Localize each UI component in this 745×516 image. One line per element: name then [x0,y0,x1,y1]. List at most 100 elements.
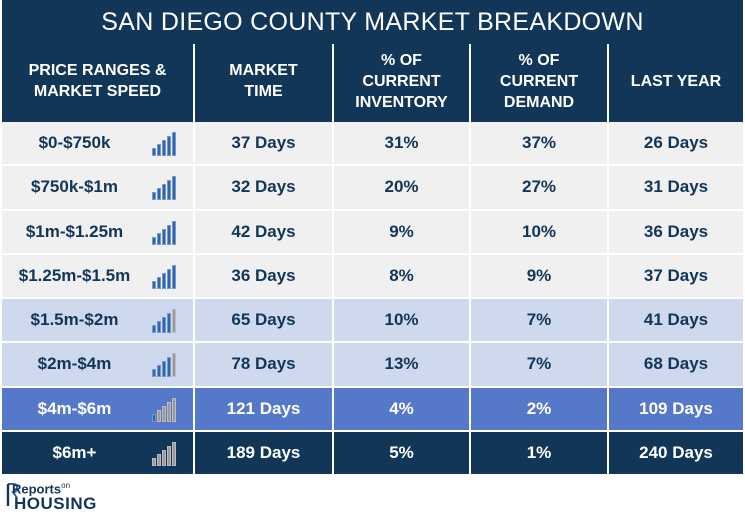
price-range-cell: $4m-$6m [2,387,195,430]
speed-bar [162,449,166,466]
header-market-time: MARKET TIME [195,44,334,122]
inventory-cell: 8% [334,254,471,297]
header-demand: % OF CURRENT DEMAND [471,44,609,122]
speed-bar [172,309,176,333]
speed-bar [152,325,156,333]
speed-bar [162,317,166,333]
market-time-cell: 36 Days [195,254,334,297]
demand-cell: 27% [471,166,609,209]
market-time-cell: 42 Days [195,210,334,253]
header-label: LAST YEAR [630,72,722,90]
table-row: $750k-$1m 32 Days 20% 27% 31 Days [2,166,743,211]
speed-bar [172,220,176,245]
inventory-cell: 10% [334,299,471,342]
speed-bar [157,276,161,289]
inventory-cell: 5% [334,431,471,474]
speed-bar [162,140,166,156]
market-speed-icon [152,264,176,289]
last-year-cell: 41 Days [643,310,709,330]
table-row: $0-$750k 37 Days 31% 37% 26 Days [2,122,743,167]
speed-bar [172,264,176,289]
header-label: % OF CURRENT INVENTORY [355,51,448,111]
header-label: PRICE RANGES & MARKET SPEED [28,62,167,100]
market-time-cell: 65 Days [195,299,334,342]
market-speed-icon [152,176,176,201]
market-time-cell: 32 Days [195,166,334,209]
market-time-cell: 121 Days [195,387,334,430]
logo-text-housing: HOUSING [14,494,97,513]
price-range-cell: $1m-$1.25m [2,210,195,253]
market-time-cell: 78 Days [195,343,334,386]
speed-bar [167,136,171,156]
speed-bar [157,453,161,466]
speed-bar [152,148,156,156]
price-range-cell: $6m+ [2,431,195,474]
market-speed-icon [152,220,176,245]
inventory-cell: 9% [334,210,471,253]
table-row: $1m-$1.25m 42 Days 9% 10% 36 Days [2,210,743,255]
table-row: $4m-$6m 121 Days 4% 2% 109 Days [2,387,743,432]
last-year-cell: 26 Days [643,133,709,153]
speed-bar [152,192,156,201]
last-year-cell: 36 Days [643,221,709,241]
speed-bar [162,405,166,422]
table-row: $6m+ 189 Days 5% 1% 240 Days [2,431,743,476]
logo-mark-icon [6,483,18,506]
inventory-cell: 20% [334,166,471,209]
speed-bar [167,357,171,378]
speed-bar [172,353,176,378]
price-range-label: $750k-$1m [31,177,118,197]
price-range-cell: $1.25m-$1.5m [2,254,195,297]
speed-bar [152,236,156,245]
price-range-cell: $750k-$1m [2,166,195,209]
speed-bar [152,280,156,289]
price-range-cell: $2m-$4m [2,343,195,386]
speed-bar [172,397,176,422]
demand-cell: 7% [471,343,609,386]
speed-bar [152,413,156,422]
speed-bar [157,365,161,378]
price-range-label: $4m-$6m [37,398,112,418]
price-range-label: $0-$750k [38,133,111,153]
last-year-cell: 109 Days [639,398,713,418]
market-speed-icon [152,132,176,156]
table-row: $1.5m-$2m 65 Days 10% 7% 41 Days [2,299,743,344]
logo-text-reports: Reportson [12,481,71,497]
page-title: SAN DIEGO COUNTY MARKET BREAKDOWN [2,0,743,44]
speed-bar [157,232,161,245]
speed-bar [172,441,176,466]
speed-bar [152,369,156,378]
table-body: $0-$750k 37 Days 31% 37% 26 Days $750k-$1m 32 … [2,122,743,476]
demand-cell: 10% [471,210,609,253]
market-speed-icon [152,397,176,422]
market-speed-icon [152,309,176,333]
header-price-ranges: PRICE RANGES & MARKET SPEED [2,44,195,122]
speed-bar [157,409,161,422]
speed-bar [172,176,176,201]
price-range-label: $6m+ [52,442,97,462]
speed-bar [157,188,161,201]
speed-bar [167,268,171,289]
speed-bar [157,321,161,333]
header-label: MARKET TIME [229,62,298,100]
market-time-cell: 37 Days [195,122,334,165]
last-year-cell: 31 Days [643,177,709,197]
demand-cell: 1% [471,431,609,474]
reports-on-housing-logo: Reportson HOUSING [6,481,126,513]
speed-bar [162,184,166,201]
speed-bar [162,361,166,378]
speed-bar [167,401,171,422]
price-range-label: $1m-$1.25m [25,221,124,241]
table-header: PRICE RANGES & MARKET SPEED MARKET TIME % … [2,44,743,122]
table-row: $2m-$4m 78 Days 13% 7% 68 Days [2,343,743,388]
speed-bar [167,180,171,201]
market-speed-icon [152,353,176,378]
speed-bar [152,457,156,466]
last-year-cell: 37 Days [643,265,709,285]
price-range-label: $1.5m-$2m [30,310,119,330]
last-year-cell: 240 Days [639,442,713,462]
price-range-cell: $0-$750k [2,122,195,165]
speed-bar [172,132,176,156]
speed-bar [162,228,166,245]
header-label: % OF CURRENT DEMAND [499,51,579,111]
